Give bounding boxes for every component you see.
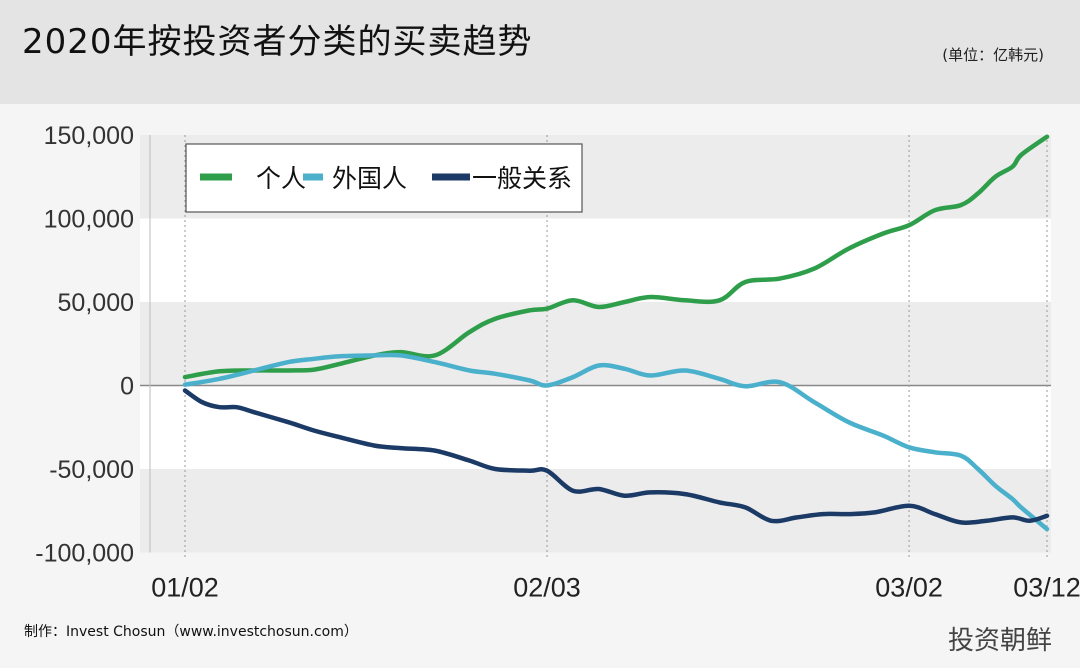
y-tick-label: 150,000 (44, 122, 134, 150)
band (140, 469, 1051, 553)
credit-text: 制作：Invest Chosun（www.investchosun.com） (24, 624, 358, 640)
legend-label-individual: 个人 (256, 164, 306, 193)
y-tick-label: 0 (120, 373, 134, 401)
chart-title: 2020年按投资者分类的买卖趋势 (22, 22, 533, 62)
series-line-individual (182, 134, 1050, 380)
legend-label-foreign: 外国人 (332, 164, 407, 193)
x-tick-label: 03/02 (875, 573, 943, 603)
y-axis-ticks: 150,000 100,000 50,000 0 -50,000 -100,000 (35, 122, 134, 568)
y-tick-label: -100,000 (35, 540, 134, 568)
y-tick-label: -50,000 (49, 456, 134, 484)
band (140, 385, 1051, 469)
unit-label: (单位：亿韩元) (942, 46, 1044, 64)
line-chart: 150,000 100,000 50,000 0 -50,000 -100,000 01/… (35, 122, 1080, 603)
x-axis-ticks: 01/02 02/03 03/02 03/12 (151, 573, 1080, 603)
legend-box (185, 143, 583, 213)
series-lines (182, 134, 1050, 532)
y-tick-label: 50,000 (58, 289, 134, 317)
x-tick-label: 02/03 (513, 573, 581, 603)
gridlines (140, 135, 1051, 559)
series-line-institution (182, 388, 1050, 526)
series-line-foreign (182, 352, 1050, 532)
background-bands (140, 135, 1051, 553)
legend-label-institution: 一般关系 (472, 164, 572, 193)
header-band (0, 0, 1080, 104)
x-tick-label: 03/12 (1013, 573, 1080, 603)
legend: 个人 外国人 一般关系 (185, 143, 583, 213)
brand-logo: 投资朝鲜 (947, 626, 1052, 656)
band (140, 302, 1051, 386)
x-tick-label: 01/02 (151, 573, 219, 603)
y-tick-label: 100,000 (44, 206, 134, 234)
band (140, 218, 1051, 302)
